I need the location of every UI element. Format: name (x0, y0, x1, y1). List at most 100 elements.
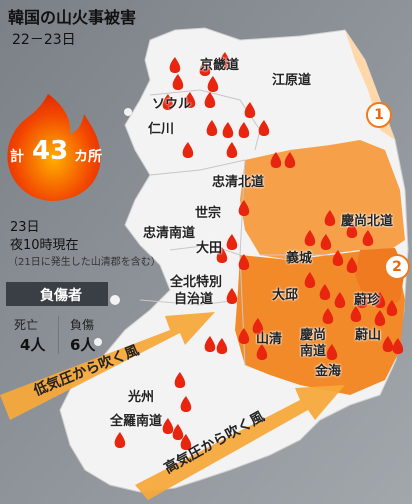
injured-label: 負傷 (70, 318, 95, 332)
fire-marker-icon (238, 200, 250, 216)
fire-marker-icon (162, 418, 174, 434)
fire-marker-icon (238, 328, 250, 344)
fire-marker-icon (162, 94, 174, 110)
region-label: 金海 (315, 364, 342, 379)
fire-marker-icon (334, 292, 346, 308)
fire-marker-icon (204, 336, 216, 352)
region-label: 京畿道 (200, 58, 240, 73)
region-label: 大邱 (272, 288, 299, 303)
fire-marker-icon (216, 247, 228, 263)
fire-marker-icon (114, 432, 126, 448)
fire-marker-icon (332, 250, 344, 266)
fire-marker-icon (392, 338, 404, 354)
fire-count-unit: カ所 (74, 149, 102, 165)
fire-marker-icon (219, 52, 231, 68)
fire-marker-icon (238, 122, 250, 138)
island (110, 295, 120, 305)
injured-value: 6人 (70, 336, 96, 354)
fire-marker-icon (284, 152, 296, 168)
fire-marker-icon (374, 310, 386, 326)
fire-marker-icon (346, 222, 358, 238)
island (94, 338, 102, 346)
infographic-title: 韓国の山火事被害 (8, 8, 137, 27)
fire-marker-icon (204, 92, 216, 108)
region-label: 江原道 (272, 73, 312, 88)
fire-marker-icon (226, 288, 238, 304)
fire-marker-icon (374, 292, 386, 308)
region-label: 世宗 (195, 206, 222, 221)
fire-marker-icon (184, 92, 196, 108)
region-label: 光州 (128, 390, 155, 405)
province-borders (139, 89, 330, 366)
fire-marker-icon (199, 60, 211, 76)
fire-marker-icon (207, 76, 219, 92)
fire-marker-icon (258, 120, 270, 136)
region-label: 蔚珍 (354, 293, 381, 308)
big-flame-icon (7, 94, 101, 201)
fire-marker-icon (319, 284, 331, 300)
marker-number: 2 (384, 254, 410, 280)
deaths-value: 4人 (20, 336, 46, 354)
region-label: 自治道 (174, 292, 214, 307)
region-label: 慶尚北道 (341, 214, 394, 229)
fire-marker-icon (206, 120, 218, 136)
deaths-label: 死亡 (14, 318, 39, 332)
casualties-header-box (6, 282, 108, 306)
island (75, 425, 85, 435)
fire-marker-icon (362, 230, 374, 246)
fire-marker-icon (270, 152, 282, 168)
region-label: 山清 (256, 332, 283, 347)
fire-count-prefix: 計 (10, 149, 24, 165)
fire-marker-icon (172, 74, 184, 90)
fire-marker-icon (238, 254, 250, 270)
report-date: 23日 (10, 220, 40, 235)
fire-marker-icon (252, 318, 264, 334)
region-label: 忠清南道 (143, 226, 196, 241)
region-label: 義城 (286, 251, 313, 266)
fire-marker-icon (320, 234, 332, 250)
casualties-divider (58, 316, 59, 354)
fire-marker-icon (324, 210, 336, 226)
marker-number: 1 (366, 102, 392, 128)
fire-marker-icon (304, 272, 316, 288)
region-label: 忠清北道 (212, 175, 265, 190)
region-label: 南道 (300, 344, 327, 359)
island (124, 108, 132, 116)
fire-marker-icon (226, 142, 238, 158)
fire-marker-icon (226, 234, 238, 250)
region-label: 慶尚 (300, 328, 327, 343)
fire-marker-icon (386, 300, 398, 316)
report-time: 夜10時現在 (10, 238, 79, 253)
fire-count-number: 43 (32, 136, 69, 166)
report-note: （21日に発生した山清郡を含む） (8, 257, 161, 268)
fire-marker-icon (322, 308, 334, 324)
region-label: 大田 (196, 241, 223, 256)
fire-marker-icon (182, 142, 194, 158)
fire-marker-icon (304, 230, 316, 246)
fire-marker-icon (346, 257, 358, 273)
fire-marker-icon (222, 122, 234, 138)
region-label: ソウル (152, 97, 192, 112)
fire-marker-icon (244, 102, 256, 118)
region-label: 仁川 (148, 122, 175, 137)
gyeongbuk-region (240, 140, 405, 260)
region-label: 蔚山 (355, 328, 382, 343)
region-label: 全羅南道 (110, 414, 163, 429)
fire-marker-icon (180, 396, 192, 412)
fire-marker-icon (356, 292, 368, 308)
fire-markers (114, 52, 404, 450)
wind-arrow-2 (135, 385, 345, 500)
region-label: 全北特別 (170, 275, 223, 290)
fire-marker-icon (350, 306, 362, 322)
casualties-title: 負傷者 (40, 288, 82, 304)
fire-marker-icon (382, 336, 394, 352)
wind-arrow-1 (0, 312, 215, 420)
fire-marker-icon (216, 338, 228, 354)
fire-marker-icon (174, 372, 186, 388)
fire-marker-icon (172, 424, 184, 440)
date-range: 22－23日 (12, 32, 76, 48)
fire-marker-icon (169, 57, 181, 73)
fire-marker-icon (326, 344, 338, 360)
